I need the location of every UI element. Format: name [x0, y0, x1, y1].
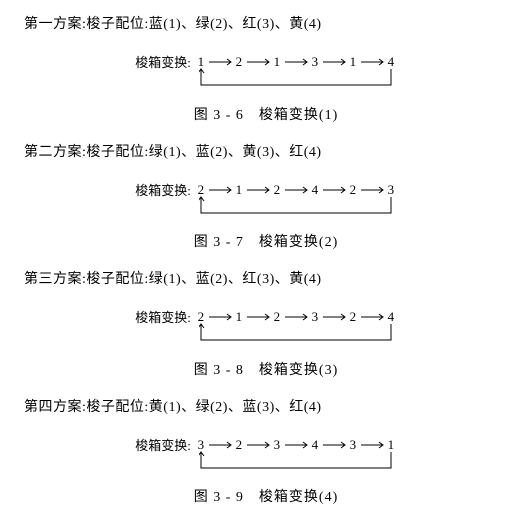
scheme-heading: 第一方案:梭子配位:蓝(1)、绿(2)、红(3)、黄(4): [24, 14, 508, 35]
scheme-block: 第四方案:梭子配位:黄(1)、绿(2)、蓝(3)、红(4) 梭箱变换:3 2 3 …: [24, 397, 508, 509]
figure-caption: 图 3 - 6 梭箱变换(1): [24, 105, 508, 126]
shuttle-diagram: 梭箱变换:2 1 2 4 2 3: [135, 181, 397, 201]
diagram-wrap: 梭箱变换:3 2 3 4 3 1: [24, 436, 508, 456]
diagram-wrap: 梭箱变换:2 1 2 3 2 4: [24, 308, 508, 328]
loop-arrow-icon: [199, 195, 393, 223]
figure-caption: 图 3 - 7 梭箱变换(2): [24, 232, 508, 253]
shuttle-diagram: 梭箱变换:2 1 2 3 2 4: [135, 308, 397, 328]
diagram-label: 梭箱变换:: [135, 53, 191, 73]
diagram-wrap: 梭箱变换:1 2 1 3 1 4: [24, 53, 508, 73]
scheme-heading: 第三方案:梭子配位:绿(1)、蓝(2)、红(3)、黄(4): [24, 269, 508, 290]
scheme-block: 第三方案:梭子配位:绿(1)、蓝(2)、红(3)、黄(4) 梭箱变换:2 1 2 …: [24, 269, 508, 381]
diagram-label: 梭箱变换:: [135, 436, 191, 456]
loop-arrow-icon: [199, 450, 393, 478]
sequence: 3 2 3 4 3 1: [195, 436, 397, 454]
figure-caption: 图 3 - 8 梭箱变换(3): [24, 360, 508, 381]
shuttle-diagram: 梭箱变换:1 2 1 3 1 4: [135, 53, 397, 73]
sequence: 1 2 1 3 1 4: [195, 53, 397, 71]
figure-caption: 图 3 - 9 梭箱变换(4): [24, 487, 508, 508]
sequence: 2 1 2 4 2 3: [195, 181, 397, 199]
diagram-label: 梭箱变换:: [135, 181, 191, 201]
sequence: 2 1 2 3 2 4: [195, 308, 397, 326]
diagram-label: 梭箱变换:: [135, 308, 191, 328]
loop-arrow-icon: [199, 322, 393, 350]
diagram-wrap: 梭箱变换:2 1 2 4 2 3: [24, 181, 508, 201]
scheme-heading: 第二方案:梭子配位:绿(1)、蓝(2)、黄(3)、红(4): [24, 142, 508, 163]
loop-arrow-icon: [199, 67, 393, 95]
scheme-block: 第二方案:梭子配位:绿(1)、蓝(2)、黄(3)、红(4) 梭箱变换:2 1 2 …: [24, 142, 508, 254]
scheme-heading: 第四方案:梭子配位:黄(1)、绿(2)、蓝(3)、红(4): [24, 397, 508, 418]
shuttle-diagram: 梭箱变换:3 2 3 4 3 1: [135, 436, 397, 456]
scheme-block: 第一方案:梭子配位:蓝(1)、绿(2)、红(3)、黄(4) 梭箱变换:1 2 1 …: [24, 14, 508, 126]
